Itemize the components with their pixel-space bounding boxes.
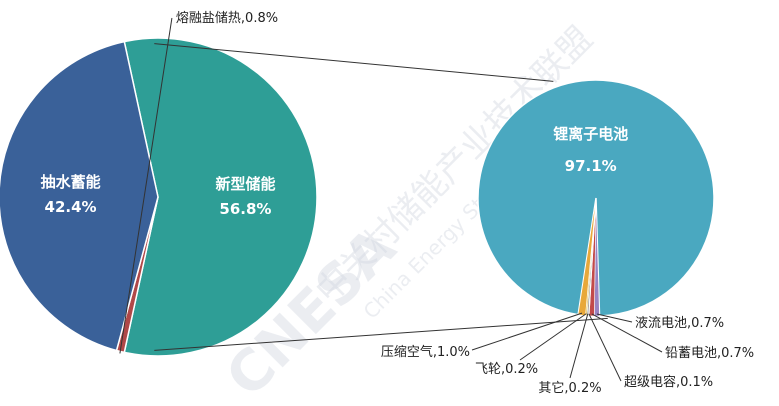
pie2-outside-label-6: 压缩空气,1.0% xyxy=(381,344,470,360)
pie2-outside-label-5: 飞轮,0.2% xyxy=(475,362,538,377)
pie1-outside-label-1: 熔融盐储热,0.8% xyxy=(176,11,278,26)
pie2-outside-label-2: 铅蓄电池,0.7% xyxy=(665,346,754,361)
pie2-label-value-0: 97.1% xyxy=(565,157,617,175)
pie1-label-value-2: 42.4% xyxy=(45,198,97,216)
overall-storage-pie xyxy=(0,37,318,357)
pie2-slice-0 xyxy=(477,79,715,317)
pie1-slice-2 xyxy=(0,40,159,352)
pie2-leader-1 xyxy=(596,313,633,323)
pie2-label-name-0: 锂离子电池 xyxy=(553,125,628,143)
connector-top xyxy=(154,43,554,82)
pie2-outside-label-4: 其它,0.2% xyxy=(538,380,601,396)
chart-labels: 新型储能 56.8% 抽水蓄能 42.4% 熔融盐储热,0.8% 锂离子电池 97.1% 液流… xyxy=(41,11,755,396)
pie1-leader-1 xyxy=(119,17,173,354)
pie1-label-name-0: 新型储能 xyxy=(215,175,275,193)
pie1-label-name-2: 抽水蓄能 xyxy=(41,173,101,191)
pie2-outside-label-3: 超级电容,0.1% xyxy=(624,374,713,390)
pie2-leader-6 xyxy=(471,312,583,351)
pie1-slice-0 xyxy=(123,37,318,357)
pie1-label-value-0: 56.8% xyxy=(219,200,271,218)
new-storage-breakdown-pie xyxy=(477,79,715,317)
connector-lines xyxy=(154,43,608,351)
connector-bottom xyxy=(154,317,608,351)
pie2-leader-2 xyxy=(591,313,663,353)
pie2-leader-4 xyxy=(569,313,589,379)
pie2-leader-3 xyxy=(588,313,622,382)
pie2-leader-5 xyxy=(519,313,587,361)
pie2-outside-label-1: 液流电池,0.7% xyxy=(635,316,724,331)
